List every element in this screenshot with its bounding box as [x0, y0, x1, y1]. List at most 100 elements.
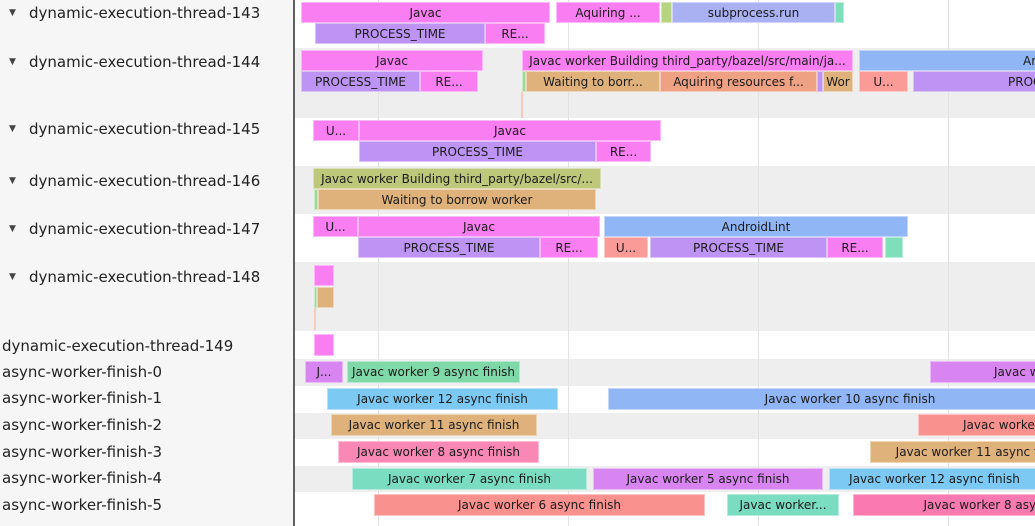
timeline-bar[interactable]: Javac worker Building third_party/bazel/…: [522, 50, 853, 71]
timeline-bar-label: Aquiring resources f...: [673, 74, 804, 89]
timeline-bar[interactable]: Javac: [359, 120, 661, 141]
timeline-bar[interactable]: U...: [313, 120, 359, 141]
timeline-bar[interactable]: [522, 71, 526, 92]
timeline-bar[interactable]: Javac worker 6 async finish: [374, 494, 705, 516]
timeline-bar[interactable]: Waiting to borr...: [526, 71, 660, 92]
timeline-bar[interactable]: [835, 2, 844, 23]
timeline-bar[interactable]: RE...: [540, 237, 598, 258]
timeline-bar[interactable]: RE...: [596, 141, 651, 162]
track-name-label: dynamic-execution-thread-145: [29, 120, 261, 138]
timeline-bar[interactable]: AndroidLint: [604, 216, 908, 237]
timeline-bar-label: PROCESS_TIME: [1008, 74, 1035, 89]
sidebar-row-dynamic-execution-thread-146[interactable]: ▼ dynamic-execution-thread-146: [0, 171, 293, 191]
timeline-bar[interactable]: Wor: [823, 71, 853, 92]
timeline-bar[interactable]: Javac: [301, 50, 483, 71]
timeline-bar[interactable]: PROCESS_TIME: [359, 141, 596, 162]
timeline-bar[interactable]: PROCESS_TIME: [650, 237, 827, 258]
track-name-label: async-worker-finish-3: [2, 443, 163, 461]
collapse-arrow-icon[interactable]: ▼: [9, 8, 16, 18]
sidebar-row-async-worker-finish-4[interactable]: async-worker-finish-4: [0, 468, 293, 488]
timeline-bar[interactable]: Javac worker: [930, 361, 1035, 383]
timeline-bar[interactable]: [885, 237, 903, 258]
timeline-bar[interactable]: RE...: [420, 71, 478, 92]
timeline-bar[interactable]: [317, 287, 334, 308]
timeline-bar-label: RE...: [435, 74, 463, 89]
timeline-bar[interactable]: [817, 71, 823, 92]
timeline-bar[interactable]: [314, 334, 334, 356]
timeline-bar[interactable]: [314, 308, 316, 330]
sidebar-row-async-worker-finish-1[interactable]: async-worker-finish-1: [0, 388, 293, 408]
timeline-bar[interactable]: [314, 189, 318, 210]
collapse-arrow-icon[interactable]: ▼: [9, 224, 16, 234]
timeline-bar[interactable]: Javac: [358, 216, 600, 237]
sidebar-row-dynamic-execution-thread-148[interactable]: ▼ dynamic-execution-thread-148: [0, 267, 293, 287]
sidebar-row-dynamic-execution-thread-143[interactable]: ▼ dynamic-execution-thread-143: [0, 3, 293, 23]
timeline-bar-label: Waiting to borr...: [543, 74, 643, 89]
timeline-bar[interactable]: Javac worker...: [727, 494, 839, 516]
timeline-bar-label: Javac worker 5 async finish: [626, 472, 790, 486]
timeline-bar[interactable]: RE...: [827, 237, 883, 258]
timeline-bar[interactable]: Javac worker 12 async finish: [829, 468, 1035, 490]
timeline-bar-label: Javac worker Building third_party/bazel/…: [321, 171, 593, 186]
timeline-bar[interactable]: [314, 287, 317, 308]
timeline-bar-label: Wor: [826, 74, 850, 89]
timeline-bar[interactable]: Javac worker 12 async finish: [327, 388, 558, 410]
timeline-bar[interactable]: Javac worker 8 async finish: [853, 494, 1035, 516]
timeline-bar[interactable]: PROCESS_TIME: [913, 71, 1035, 92]
timeline-bar-label: Javac worker 10 async finish: [764, 392, 936, 406]
timeline-bar[interactable]: Aquiring ...: [556, 2, 660, 23]
track-name-label: dynamic-execution-thread-144: [29, 53, 261, 71]
timeline-bar-label: PROCESS_TIME: [692, 240, 785, 255]
timeline-bar[interactable]: PROCESS_TIME: [315, 23, 485, 44]
time-gridline: [378, 0, 379, 526]
timeline-bar[interactable]: PROCESS_TIME: [358, 237, 540, 258]
sidebar-row-dynamic-execution-thread-144[interactable]: ▼ dynamic-execution-thread-144: [0, 52, 293, 72]
sidebar-row-async-worker-finish-0[interactable]: async-worker-finish-0: [0, 362, 293, 382]
track-name-label: dynamic-execution-thread-143: [29, 4, 261, 22]
timeline-bar[interactable]: Javac worker 9 async finish: [347, 361, 520, 383]
timeline-bar[interactable]: U...: [604, 237, 648, 258]
timeline-bar[interactable]: Aquiring resources f...: [660, 71, 817, 92]
sidebar-row-async-worker-finish-3[interactable]: async-worker-finish-3: [0, 442, 293, 462]
sidebar-row-dynamic-execution-thread-145[interactable]: ▼ dynamic-execution-thread-145: [0, 119, 293, 139]
timeline-bar[interactable]: U...: [859, 71, 908, 92]
timeline-bar[interactable]: Javac worker 8 async finish: [338, 441, 539, 463]
timeline-bar[interactable]: [661, 2, 672, 23]
timeline-bar[interactable]: Javac worker 11 async finish: [331, 414, 537, 436]
timeline-bar[interactable]: Javac worker 5 async finish: [593, 468, 823, 490]
sidebar-row-dynamic-execution-thread-149[interactable]: dynamic-execution-thread-149: [0, 336, 293, 356]
timeline-bar[interactable]: Javac worker 7 async finish: [352, 468, 587, 490]
timeline-bar[interactable]: AndroidLint: [859, 50, 1035, 71]
timeline-bar[interactable]: J...: [305, 361, 343, 383]
sidebar-row-async-worker-finish-2[interactable]: async-worker-finish-2: [0, 415, 293, 435]
timeline-bar-label: Javac: [494, 123, 526, 138]
timeline-bar[interactable]: Javac worker: [918, 414, 1035, 436]
collapse-arrow-icon[interactable]: ▼: [9, 272, 16, 282]
timeline-bar[interactable]: subprocess.run: [672, 2, 835, 23]
timeline-bar[interactable]: PROCESS_TIME: [301, 71, 420, 92]
collapse-arrow-icon[interactable]: ▼: [9, 57, 16, 67]
collapse-arrow-icon[interactable]: ▼: [9, 176, 16, 186]
timeline-bar-label: AndroidLint: [1023, 53, 1035, 68]
timeline-bar-label: RE...: [555, 240, 583, 255]
timeline-bar-label: Javac worker 11 async finish: [348, 418, 520, 432]
timeline-bar[interactable]: Javac worker 11 async finish: [870, 441, 1035, 463]
timeline-bar[interactable]: Javac: [301, 2, 550, 23]
track-name-label: dynamic-execution-thread-147: [29, 220, 261, 238]
collapse-arrow-icon[interactable]: ▼: [9, 124, 16, 134]
timeline-bar[interactable]: Waiting to borrow worker: [318, 189, 596, 210]
timeline-bar-label: subprocess.run: [707, 5, 800, 20]
timeline-bar-label: Javac worker 6 async finish: [457, 498, 622, 512]
track-stripe: [294, 331, 1035, 359]
timeline-bar[interactable]: RE...: [485, 23, 545, 44]
timeline-bar[interactable]: Javac worker 10 async finish: [608, 388, 1035, 410]
timeline-bar-label: Javac: [376, 53, 408, 68]
track-name-label: async-worker-finish-4: [2, 469, 163, 487]
sidebar-row-async-worker-finish-5[interactable]: async-worker-finish-5: [0, 495, 293, 515]
timeline-bar[interactable]: [314, 265, 334, 286]
timeline-bar[interactable]: U...: [313, 216, 358, 237]
sidebar-row-dynamic-execution-thread-147[interactable]: ▼ dynamic-execution-thread-147: [0, 219, 293, 239]
timeline-bar[interactable]: Javac worker Building third_party/bazel/…: [313, 168, 601, 189]
timeline-bar[interactable]: [521, 92, 523, 118]
time-gridline: [758, 0, 759, 526]
